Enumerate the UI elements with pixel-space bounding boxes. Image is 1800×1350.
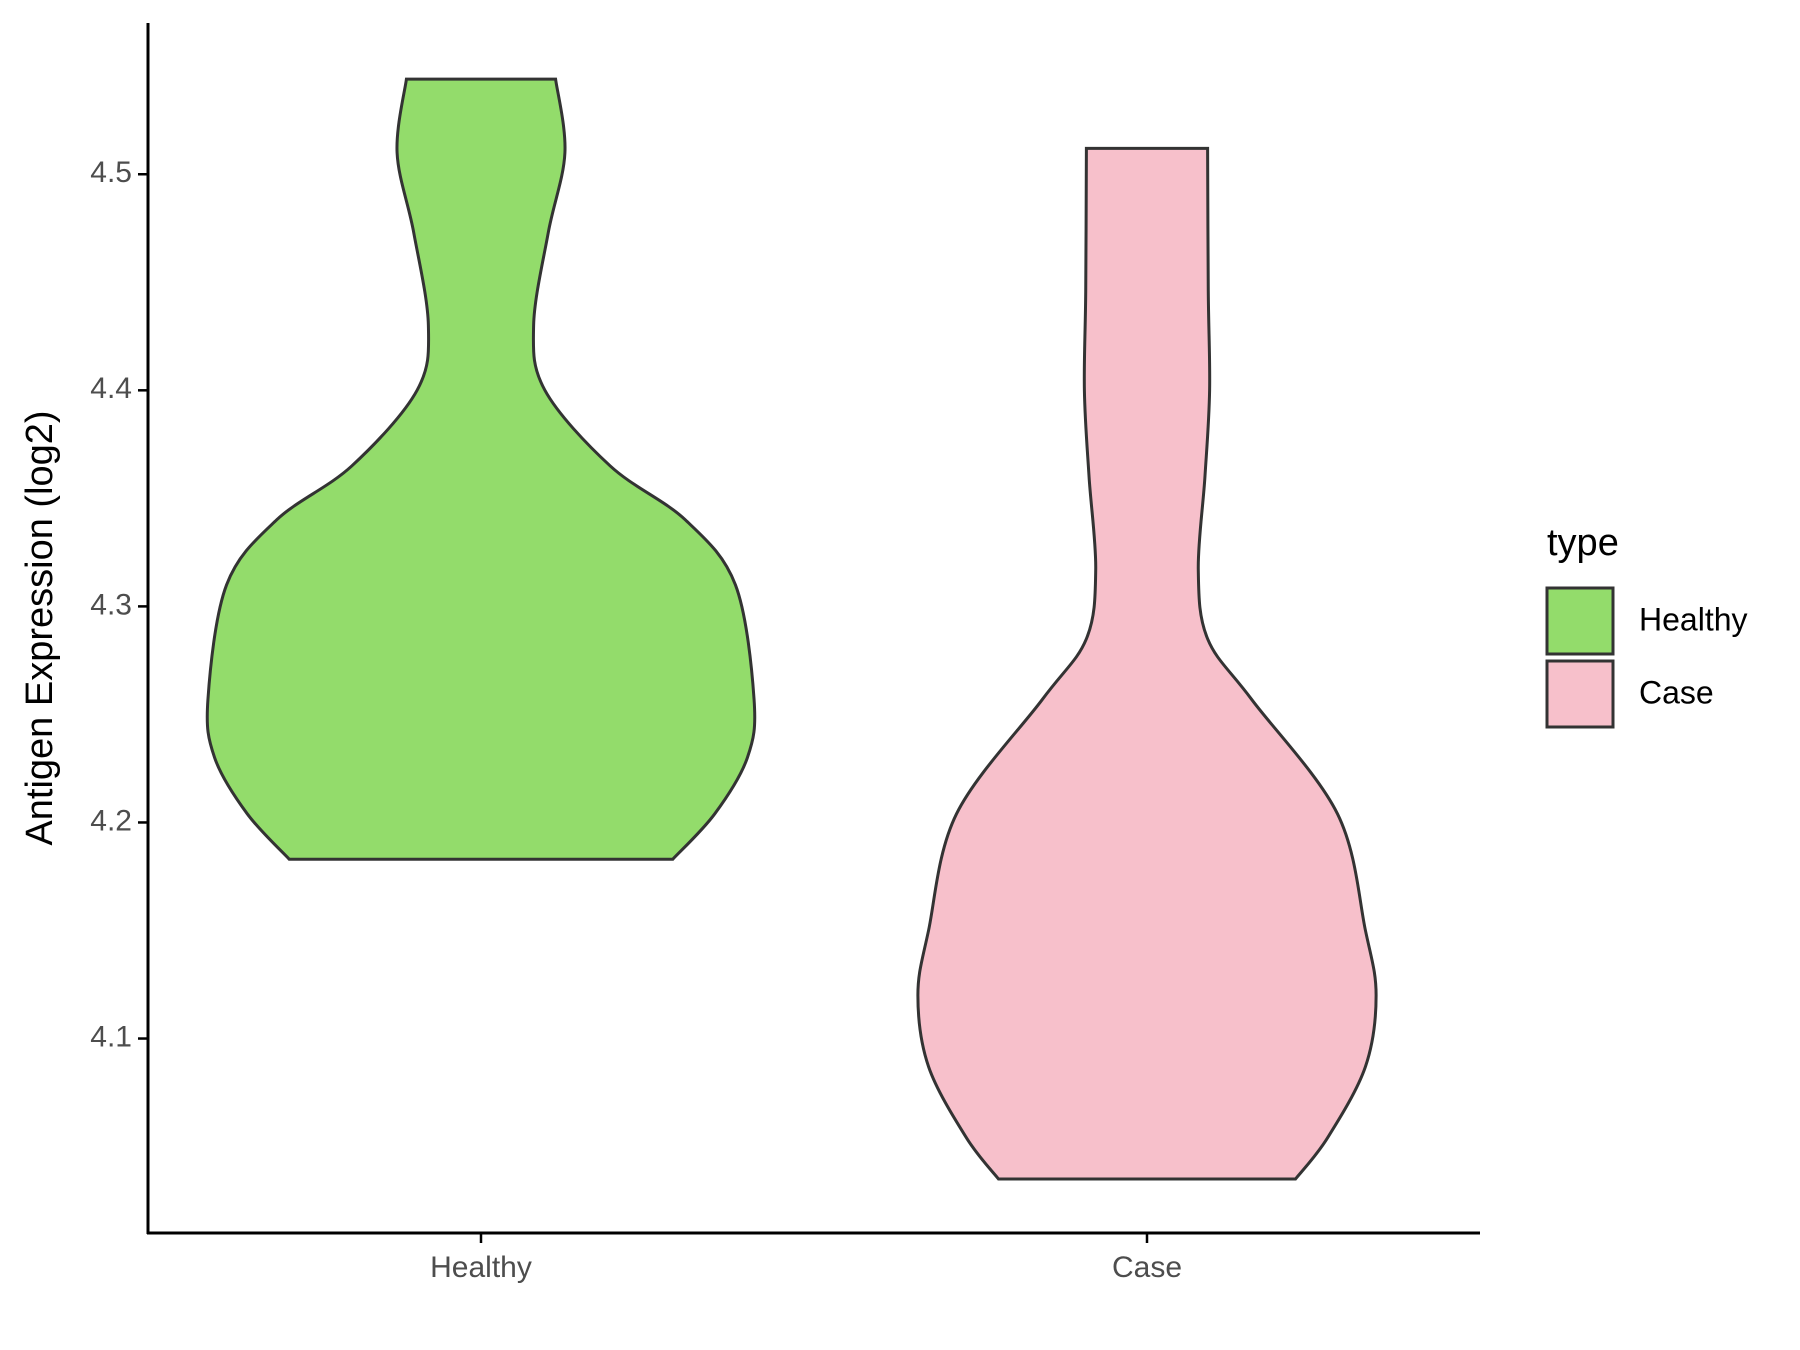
legend-swatch [1545, 586, 1615, 656]
y-axis-label: Antigen Expression (log2) [19, 410, 61, 845]
x-tick-label: Healthy [430, 1251, 532, 1284]
violin [916, 146, 1378, 1181]
y-tick-label: 4.4 [90, 372, 132, 405]
legend-title: type [1547, 522, 1619, 564]
x-tick-label: Case [1112, 1251, 1182, 1284]
y-tick-label: 4.1 [90, 1020, 132, 1053]
y-tick-label: 4.3 [90, 588, 132, 621]
legend-swatch [1545, 659, 1615, 729]
legend-label: Case [1639, 674, 1714, 710]
y-tick-label: 4.2 [90, 804, 132, 837]
violin [205, 77, 757, 861]
legend-label: Healthy [1639, 601, 1748, 637]
y-tick-label: 4.5 [90, 156, 132, 189]
